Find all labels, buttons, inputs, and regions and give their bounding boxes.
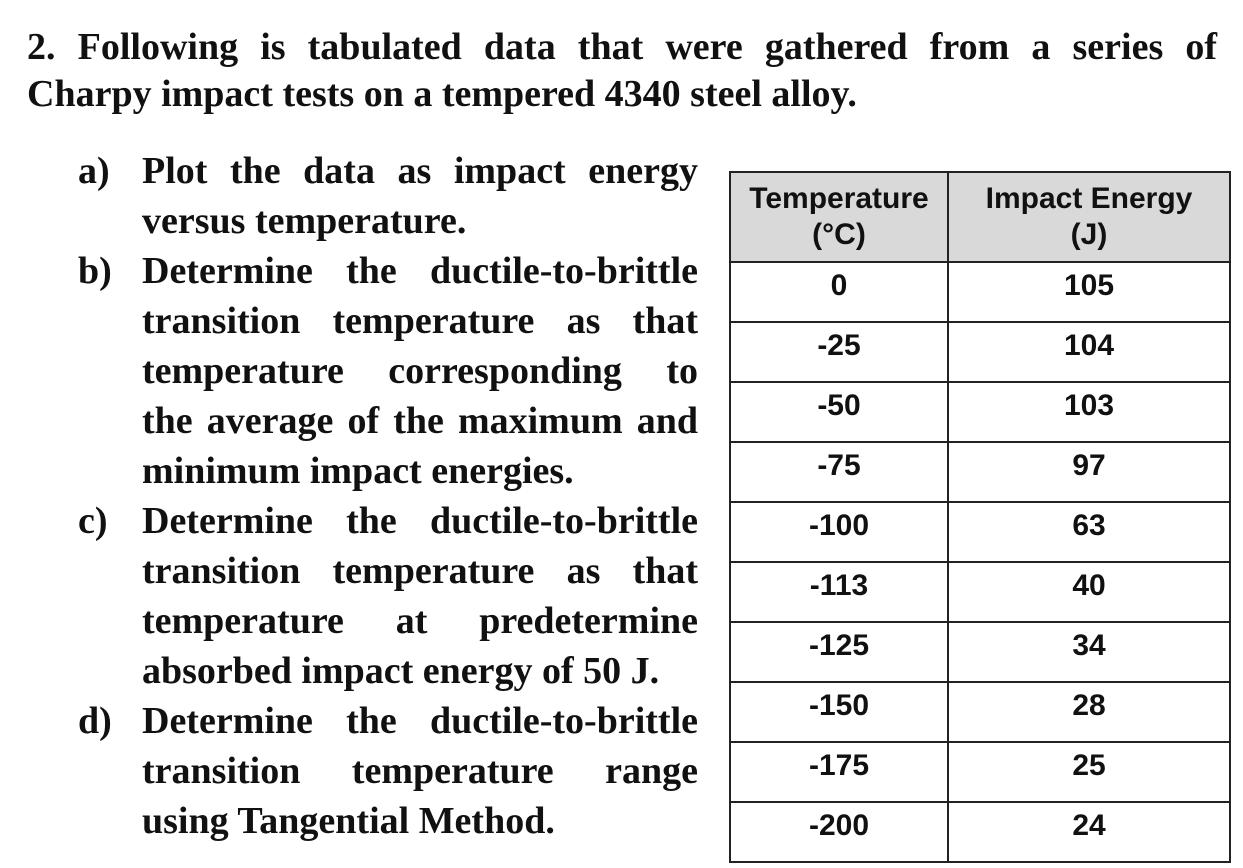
impact-energy-cell: 34	[947, 621, 1231, 683]
table-row: -200 24	[729, 801, 1231, 863]
temperature-cell: -125	[729, 621, 949, 683]
part-a-marker: a)	[78, 150, 110, 192]
part-b-line: Determine the ductile-to-brittle	[142, 250, 698, 292]
temperature-cell: -150	[729, 681, 949, 743]
part-a-line: Plot the data as impact energy	[142, 150, 698, 192]
table-row: -25 104	[729, 321, 1231, 383]
impact-energy-cell: 103	[947, 381, 1231, 443]
impact-energy-cell: 104	[947, 321, 1231, 383]
table-row: -75 97	[729, 441, 1231, 503]
part-c-line: Determine the ductile-to-brittle	[142, 500, 698, 542]
question-line-2: Charpy impact tests on a tempered 4340 s…	[27, 73, 857, 115]
part-d-text: Determine the ductile-to-brittle transit…	[142, 696, 698, 846]
part-a-line: versus temperature.	[142, 200, 467, 242]
temperature-cell: -75	[729, 441, 949, 503]
part-d-marker: d)	[78, 700, 112, 742]
part-d-line: Determine the ductile-to-brittle	[142, 700, 698, 742]
temperature-cell: 0	[729, 261, 949, 323]
part-d-line: transition temperature range	[142, 750, 698, 792]
part-a: a) Plot the data as impact energy versus…	[78, 146, 698, 246]
table-row: -175 25	[729, 741, 1231, 803]
part-d-line: using Tangential Method.	[142, 800, 555, 842]
impact-energy-column-header: Impact Energy (J)	[947, 171, 1231, 263]
part-c-line: absorbed impact energy of 50 J.	[142, 650, 660, 692]
part-c: c) Determine the ductile-to-brittle tran…	[78, 496, 698, 696]
table-row: -113 40	[729, 561, 1231, 623]
part-c-text: Determine the ductile-to-brittle transit…	[142, 496, 698, 696]
part-b: b) Determine the ductile-to-brittle tran…	[78, 246, 698, 496]
temperature-cell: -113	[729, 561, 949, 623]
table-row: -125 34	[729, 621, 1231, 683]
impact-energy-cell: 25	[947, 741, 1231, 803]
part-c-line: transition temperature as that	[142, 550, 698, 592]
temperature-cell: -200	[729, 801, 949, 863]
impact-energy-header-unit: (J)	[1070, 218, 1108, 251]
impact-energy-cell: 24	[947, 801, 1231, 863]
question-line-1: 2. Following is tabulated data that were…	[27, 26, 1217, 68]
temperature-header-label: Temperature	[749, 182, 929, 215]
impact-energy-cell: 97	[947, 441, 1231, 503]
impact-energy-header-label: Impact Energy	[985, 182, 1193, 215]
part-b-line: transition temperature as that	[142, 300, 698, 342]
question-parts-list: a) Plot the data as impact energy versus…	[78, 146, 698, 846]
part-b-marker: b)	[78, 250, 112, 292]
temperature-header-unit: (°C)	[812, 218, 866, 251]
part-b-text: Determine the ductile-to-brittle transit…	[142, 246, 698, 496]
part-a-text: Plot the data as impact energy versus te…	[142, 146, 698, 246]
temperature-cell: -25	[729, 321, 949, 383]
part-c-marker: c)	[78, 500, 108, 542]
table-row: -100 63	[729, 501, 1231, 563]
part-b-line: temperature corresponding to	[142, 350, 698, 392]
impact-energy-cell: 105	[947, 261, 1231, 323]
table-row: -150 28	[729, 681, 1231, 743]
table-row: -50 103	[729, 381, 1231, 443]
temperature-cell: -50	[729, 381, 949, 443]
temperature-cell: -175	[729, 741, 949, 803]
temperature-column-header: Temperature (°C)	[729, 171, 949, 263]
table-header-row: Temperature (°C) Impact Energy (J)	[729, 171, 1231, 263]
table-row: 0 105	[729, 261, 1231, 323]
part-b-line: the average of the maximum and	[142, 400, 698, 442]
part-b-line: minimum impact energies.	[142, 450, 574, 492]
question-text: 2. Following is tabulated data that were…	[27, 24, 1217, 118]
impact-energy-cell: 28	[947, 681, 1231, 743]
part-d: d) Determine the ductile-to-brittle tran…	[78, 696, 698, 846]
impact-energy-cell: 63	[947, 501, 1231, 563]
part-c-line: temperature at predetermine	[142, 600, 698, 642]
temperature-cell: -100	[729, 501, 949, 563]
charpy-data-table: Temperature (°C) Impact Energy (J) 0 105…	[729, 171, 1231, 863]
impact-energy-cell: 40	[947, 561, 1231, 623]
